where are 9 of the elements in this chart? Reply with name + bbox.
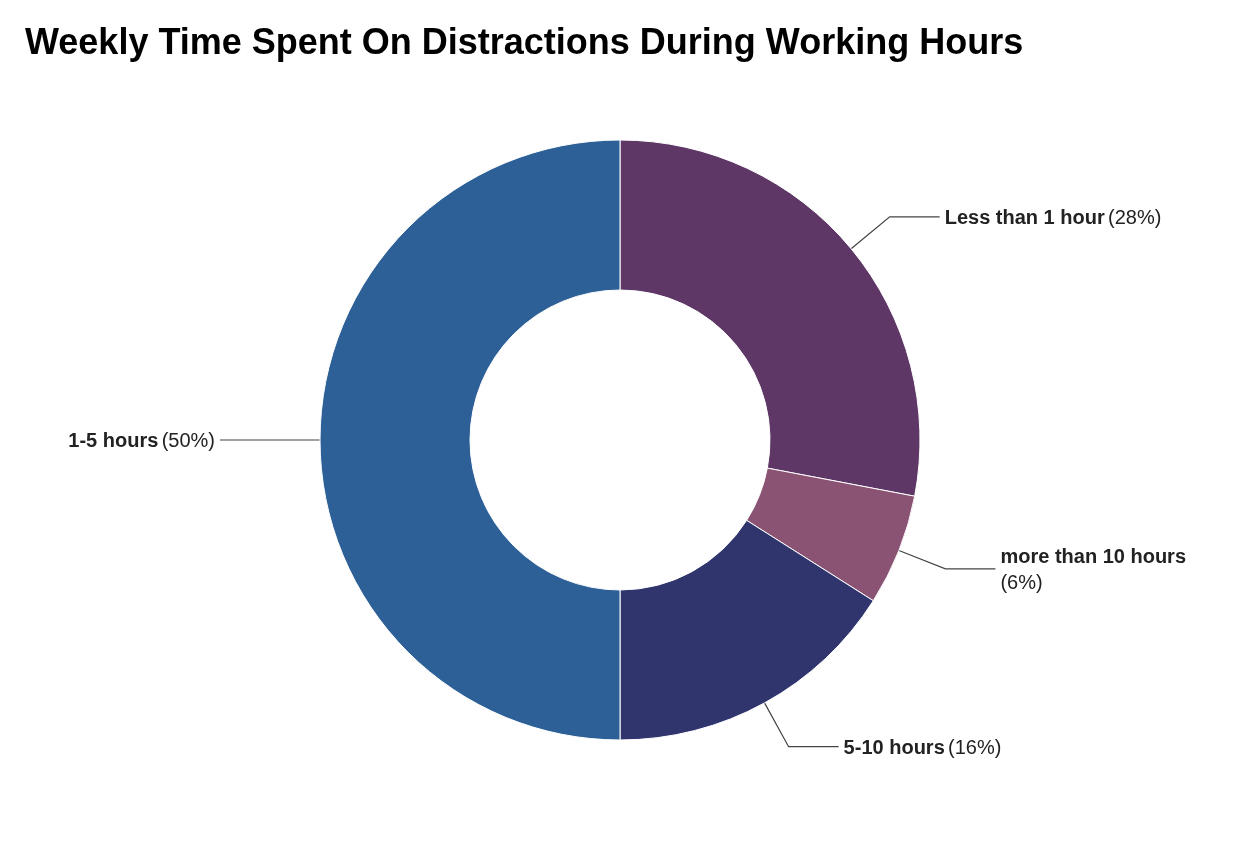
data-label: (16%) (948, 735, 1002, 758)
slice-label: Less than 1 hour (944, 205, 1105, 228)
slice-label: 5-10 hours (843, 735, 945, 758)
data-label: (50%) (161, 429, 215, 451)
slice-label: more than 10 hours (1000, 544, 1187, 567)
data-label: (6%) (1000, 570, 1043, 593)
slice-label: 1-5 hours (68, 429, 159, 451)
chart-title: Weekly Time Spent On Distractions During Working Hours (25, 20, 1024, 62)
data-label: (28%) (1108, 205, 1162, 228)
